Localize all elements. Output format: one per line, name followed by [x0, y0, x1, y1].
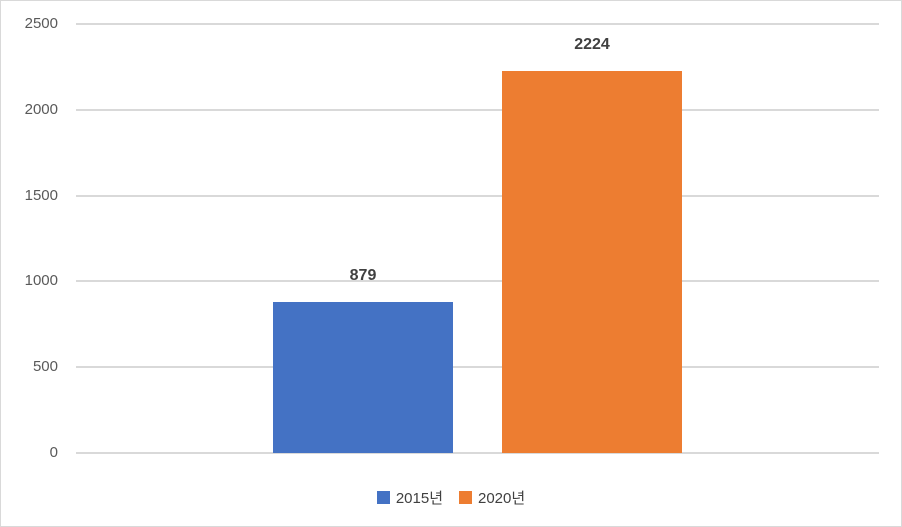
legend-item-2: 2020년 — [459, 487, 525, 508]
y-tick-label-2500: 2500 — [24, 15, 58, 32]
y-tick-label-1500: 1500 — [24, 186, 58, 204]
legend-swatch-icon — [376, 491, 390, 504]
y-tick-label-1000: 1000 — [24, 272, 58, 290]
gridline-500 — [76, 366, 879, 369]
gridline-1500 — [76, 194, 879, 197]
bar-series-1 — [273, 302, 453, 453]
bar-series-2 — [502, 71, 682, 453]
legend-swatch-icon — [459, 491, 472, 504]
legend-label: 2020년 — [478, 490, 526, 507]
gridline-0 — [76, 452, 879, 454]
gridline-2500 — [76, 23, 879, 25]
data-label-series-2: 2224 — [574, 36, 610, 54]
legend-item-1: 2015년 — [376, 487, 443, 508]
legend: 2015년 2020년 — [1, 487, 901, 508]
y-tick-label-500: 500 — [32, 358, 58, 376]
plot-area: 879 2224 — [76, 23, 879, 454]
y-tick-label-2000: 2000 — [24, 100, 58, 118]
gridline-1000 — [76, 280, 879, 283]
legend-label: 2015년 — [395, 490, 443, 507]
gridline-2000 — [76, 108, 879, 111]
y-tick-label-0: 0 — [49, 444, 58, 461]
data-label-series-1: 879 — [349, 267, 377, 285]
